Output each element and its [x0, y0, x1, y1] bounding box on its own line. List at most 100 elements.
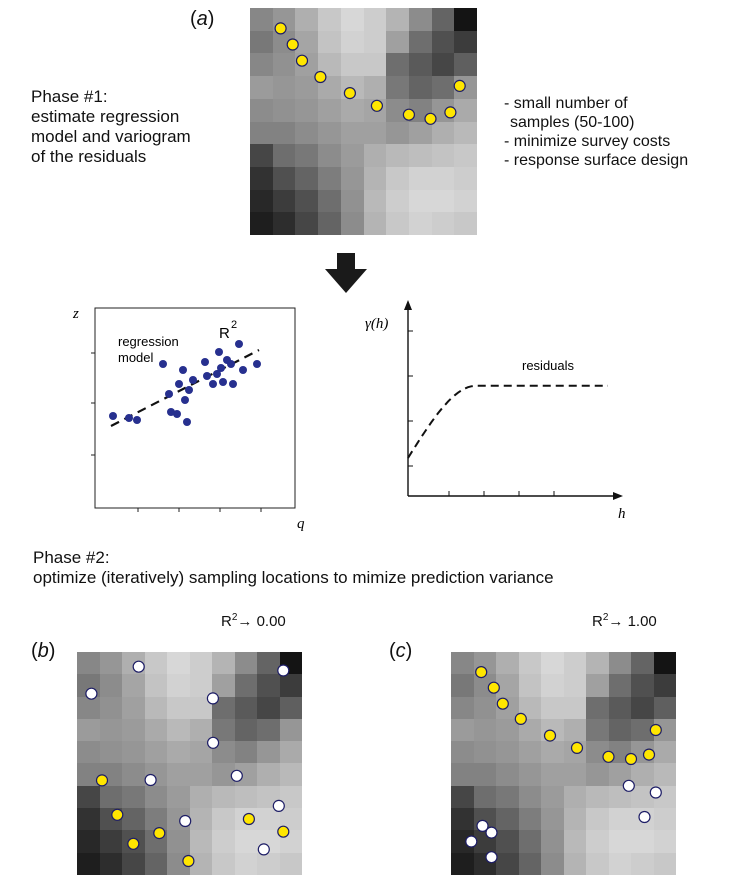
map-cell [631, 718, 654, 742]
map-cell [653, 718, 676, 742]
map-cell [451, 763, 474, 786]
map-cell [473, 718, 496, 742]
map-cell [234, 741, 257, 764]
map-cell [77, 718, 100, 742]
panel-c-label: (c) [389, 640, 413, 662]
model-label-2: model [118, 350, 154, 365]
notes: - small number of samples (50-100) - min… [504, 94, 724, 170]
map-cell [386, 212, 409, 235]
map-a [250, 8, 477, 235]
map-cell [608, 852, 631, 875]
map-cell [653, 674, 676, 697]
map-cell [454, 144, 477, 167]
map-cell [318, 121, 341, 145]
map-cell [99, 696, 122, 719]
map-cell [653, 652, 676, 675]
scatter-point [215, 348, 223, 356]
map-cell [189, 852, 212, 875]
note-line: - response surface design [504, 152, 689, 169]
map-cell [189, 830, 212, 853]
sample-point-yellow [649, 723, 662, 737]
map-cell [363, 189, 387, 213]
sample-point-yellow [602, 750, 615, 763]
map-cell [451, 785, 474, 809]
map-cell [122, 763, 145, 786]
map-cell [257, 852, 280, 875]
map-cell [563, 785, 586, 809]
map-cell [77, 830, 100, 853]
phase2-line2: optimize (iteratively) sampling location… [33, 568, 554, 587]
map-cell [189, 808, 212, 831]
sample-point-yellow [182, 854, 195, 868]
map-cell [408, 121, 432, 145]
map-cell [586, 652, 609, 675]
down-arrow-icon [325, 253, 367, 293]
map-cell [631, 852, 654, 875]
scatter-point [253, 360, 261, 368]
map-cell [257, 696, 280, 719]
note-line: - minimize survey costs [504, 133, 671, 150]
map-cell [431, 121, 455, 145]
map-cell [541, 830, 564, 853]
map-cell [653, 830, 676, 853]
sample-point-yellow [277, 825, 290, 838]
map-cell [144, 741, 167, 764]
map-cell [386, 166, 409, 190]
scatter-point [235, 340, 243, 348]
map-cell [212, 763, 235, 786]
map-cell [408, 212, 432, 235]
sample-point-yellow [370, 99, 384, 112]
map-cell [518, 830, 541, 853]
map-cell [340, 121, 364, 145]
sample-point-yellow [543, 729, 557, 742]
map-cell [518, 696, 541, 719]
scatter-point [229, 380, 237, 388]
map-cell [234, 652, 257, 675]
map-cell [340, 166, 364, 190]
map-cell [496, 674, 519, 697]
phase1-line: of the residuals [31, 147, 147, 166]
map-cell [386, 30, 409, 54]
map-cell [212, 674, 235, 697]
map-cell [295, 8, 319, 31]
map-cell [122, 674, 145, 697]
map-cell [431, 8, 455, 31]
note-line: - small number of [504, 95, 628, 112]
map-cell [563, 674, 586, 697]
map-cell [496, 830, 519, 853]
map-cell [363, 212, 387, 235]
map-cell [454, 8, 477, 31]
map-cell [608, 808, 631, 831]
map-cell [122, 696, 145, 719]
map-cell [608, 763, 631, 786]
map-cell [408, 144, 432, 167]
phase1-line: Phase #1: [31, 87, 108, 106]
map-cell [77, 785, 100, 809]
map-cell [318, 212, 341, 235]
sample-point-yellow [286, 38, 299, 51]
sample-point-yellow [314, 70, 327, 84]
map-cell [408, 30, 432, 54]
map-cell [454, 30, 477, 54]
panel-a-label: (a) [190, 8, 215, 30]
sample-point-yellow [624, 752, 638, 766]
sample-point-yellow [642, 748, 656, 761]
model-label-1: regression [118, 334, 179, 349]
map-cell [541, 808, 564, 831]
map-cell [167, 741, 190, 764]
map-cell [279, 763, 302, 786]
map-cell [563, 808, 586, 831]
map-cell [122, 741, 145, 764]
map-cell [431, 166, 455, 190]
sample-point-yellow [274, 22, 287, 35]
map-cell [318, 8, 341, 31]
map-cell [77, 741, 100, 764]
map-cell [167, 674, 190, 697]
map-cell [77, 652, 100, 675]
map-cell [272, 189, 296, 213]
map-cell [250, 212, 273, 235]
map-cell [272, 144, 296, 167]
map-cell [541, 674, 564, 697]
r-sup: 2 [231, 319, 237, 331]
map-cell [451, 852, 474, 875]
